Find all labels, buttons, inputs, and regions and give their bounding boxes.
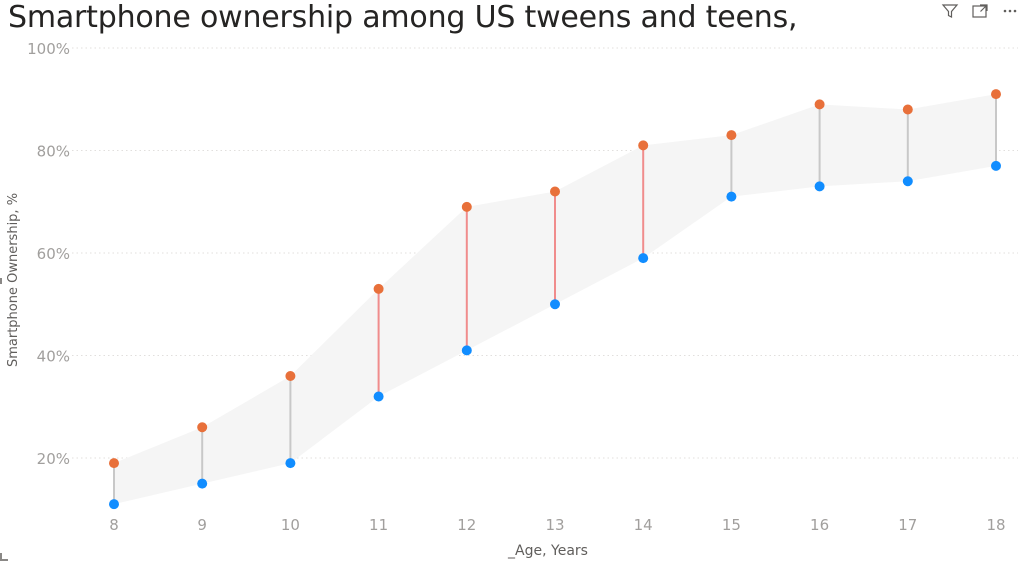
visual-header — [940, 2, 1020, 20]
low-point — [638, 253, 649, 264]
y-tick-label: 20% — [37, 450, 70, 468]
low-point — [285, 458, 296, 469]
x-tick-label: 11 — [369, 516, 388, 534]
high-point — [638, 140, 649, 151]
y-tick-label: 60% — [37, 245, 70, 263]
low-point — [197, 478, 208, 489]
x-tick-label: 14 — [634, 516, 653, 534]
x-tick-label: 16 — [810, 516, 829, 534]
high-point — [902, 104, 913, 115]
x-tick-label: 18 — [986, 516, 1005, 534]
low-point — [461, 345, 472, 356]
x-tick-label: 9 — [197, 516, 207, 534]
focus-mode-icon[interactable] — [970, 2, 990, 20]
x-tick-label: 8 — [109, 516, 119, 534]
high-point — [197, 422, 208, 433]
x-tick-label: 10 — [281, 516, 300, 534]
x-tick-label: 15 — [722, 516, 741, 534]
x-axis-title: _Age, Years — [507, 543, 588, 559]
low-point — [726, 191, 737, 202]
high-point — [461, 201, 472, 212]
high-point — [726, 130, 737, 141]
low-point — [814, 181, 825, 192]
high-point — [991, 89, 1001, 100]
y-axis-title: Smartphone Ownership, % — [6, 193, 21, 367]
y-tick-label: 80% — [37, 143, 70, 161]
y-tick-label: 40% — [37, 348, 70, 366]
high-point — [550, 186, 560, 197]
low-point — [902, 176, 913, 187]
low-point — [373, 391, 384, 402]
low-point — [109, 499, 119, 510]
resize-handle-left[interactable] — [0, 278, 2, 284]
chart-title: Smartphone ownership among US tweens and… — [8, 0, 798, 35]
high-point — [285, 371, 296, 381]
high-point — [109, 458, 119, 469]
low-point — [550, 299, 560, 310]
y-tick-label: 100% — [27, 40, 70, 58]
low-point — [991, 160, 1001, 171]
more-options-icon[interactable] — [1000, 2, 1020, 20]
x-tick-label: 13 — [545, 516, 564, 534]
high-point — [814, 99, 825, 110]
x-tick-label: 12 — [457, 516, 476, 534]
high-point — [373, 283, 384, 294]
resize-handle-bottom-left[interactable] — [0, 553, 8, 561]
filter-icon[interactable] — [940, 2, 960, 20]
x-tick-label: 17 — [898, 516, 917, 534]
